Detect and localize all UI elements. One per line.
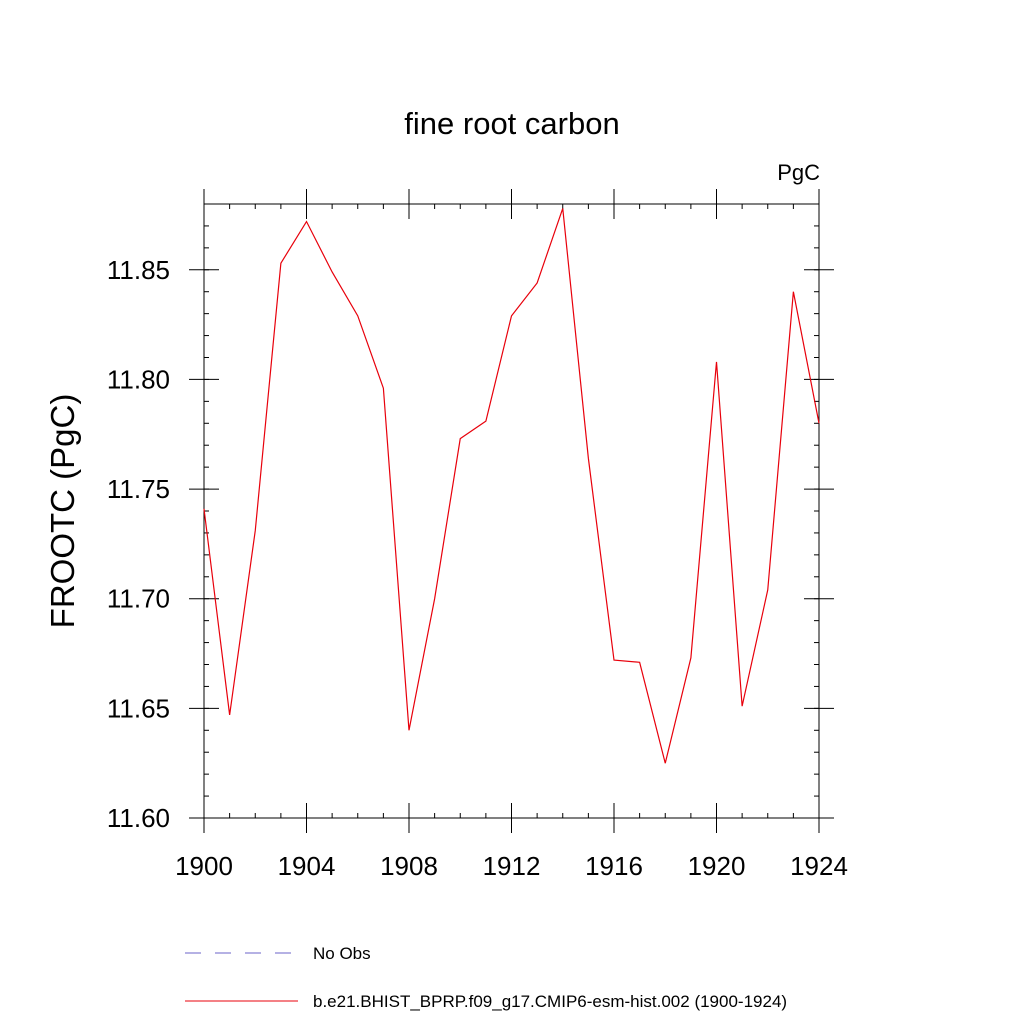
x-tick-label: 1908 [380,851,438,881]
x-tick-label: 1900 [175,851,233,881]
y-tick-label: 11.80 [107,364,170,394]
x-tick-label: 1924 [790,851,848,881]
major-ticks [189,189,834,833]
series-line [203,208,820,764]
legend-label-model-run: b.e21.BHIST_BPRP.f09_g17.CMIP6-esm-hist.… [313,992,787,1011]
x-tick-label: 1912 [483,851,541,881]
legend-label-no-obs: No Obs [313,944,371,963]
y-tick-label: 11.60 [107,803,170,833]
legend: No Obs b.e21.BHIST_BPRP.f09_g17.CMIP6-es… [185,944,787,1011]
y-tick-label: 11.85 [107,255,170,285]
x-tick-label: 1904 [278,851,336,881]
x-tick-label: 1916 [585,851,643,881]
chart-title: fine root carbon [404,106,619,141]
y-tick-label: 11.65 [107,693,170,723]
y-tick-label: 11.75 [107,474,170,504]
plot-frame [203,203,820,819]
y-axis-label: FROOTC (PgC) [44,394,81,629]
units-label: PgC [777,160,820,185]
series-layer [203,208,820,764]
x-tick-labels: 1900 1904 1908 1912 1916 1920 1924 [175,851,848,881]
y-tick-label: 11.70 [107,584,170,614]
y-tick-labels: 11.60 11.65 11.70 11.75 11.80 11.85 [107,255,170,833]
minor-ticks [203,203,820,819]
x-tick-label: 1920 [688,851,746,881]
